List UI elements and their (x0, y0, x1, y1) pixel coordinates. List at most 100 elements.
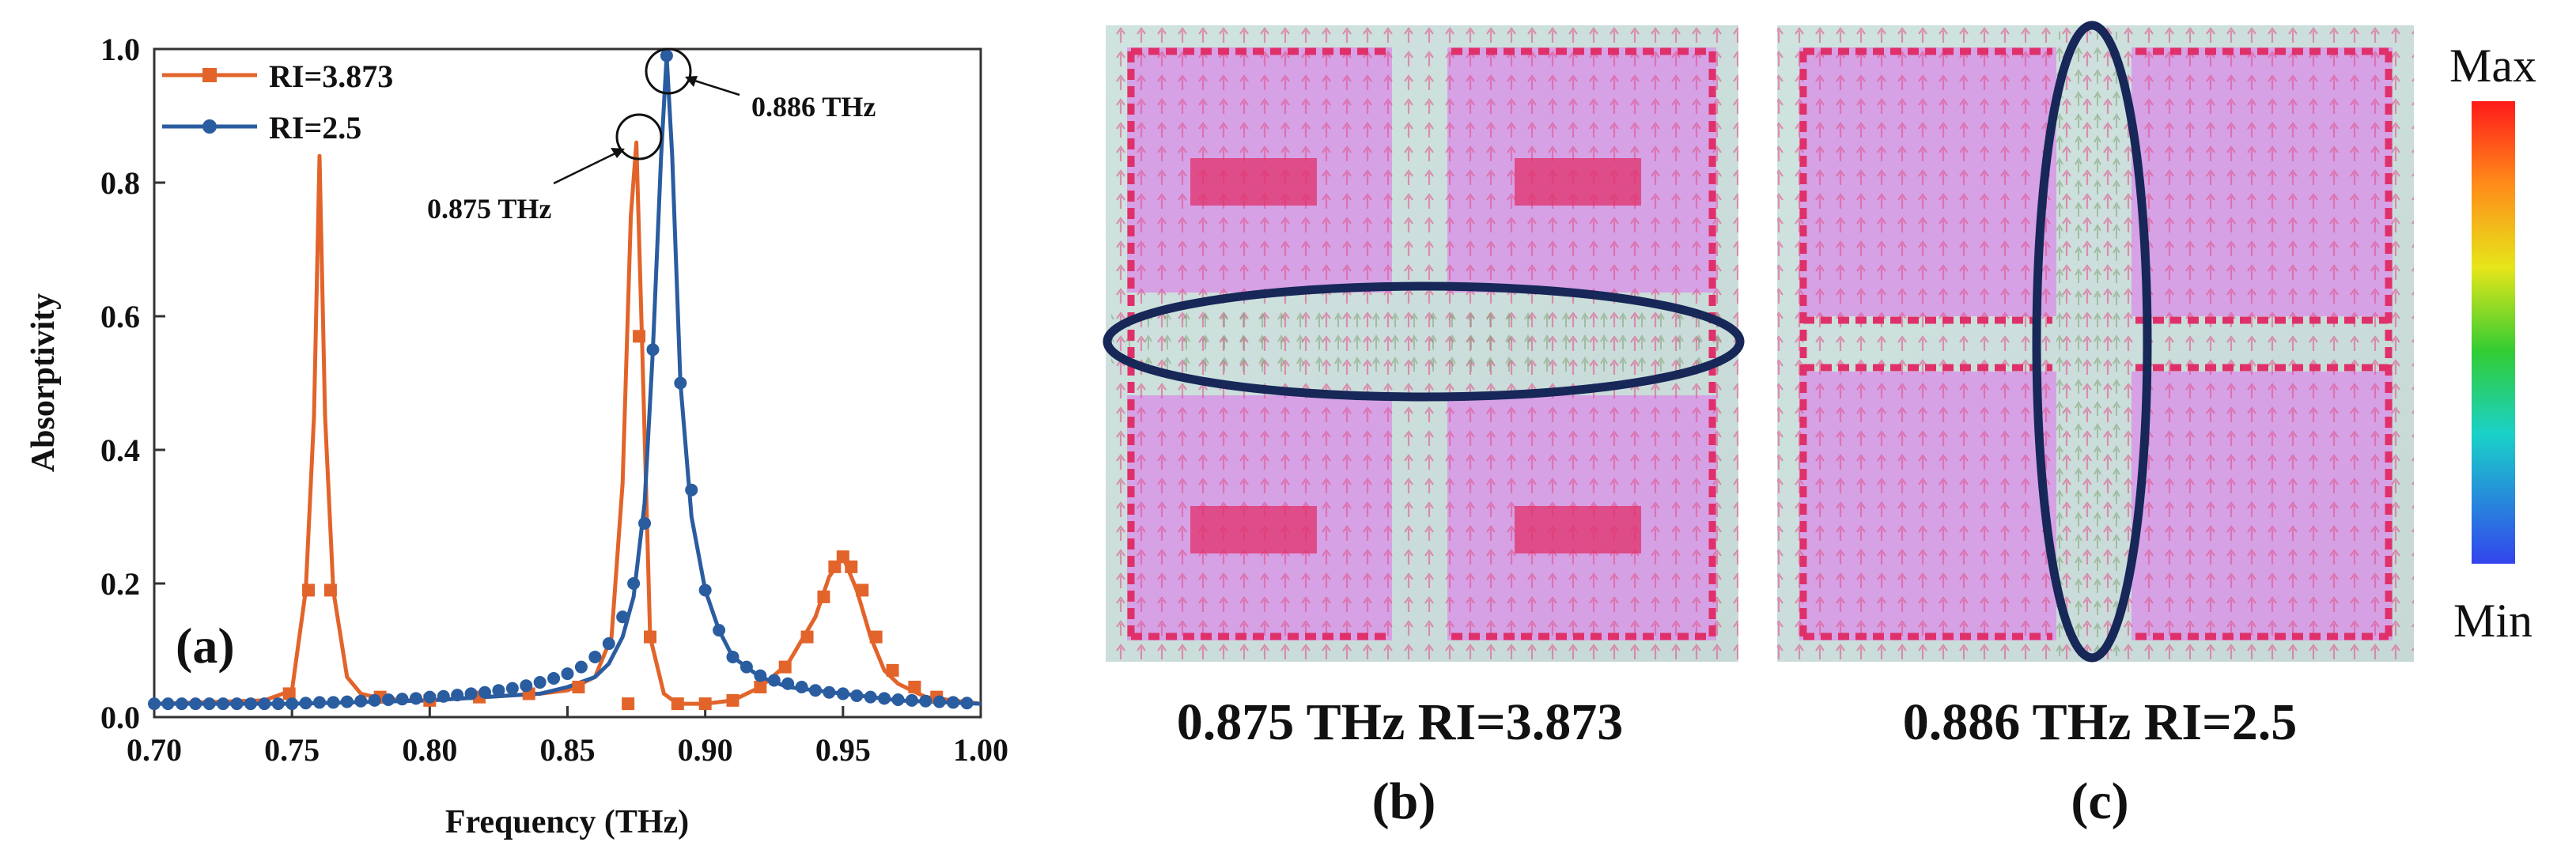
data-point-ri-3873 (671, 697, 684, 711)
data-point-ri-3873 (886, 663, 899, 677)
field-map-c-hot-band (2056, 32, 2132, 656)
data-point-ri-25 (674, 376, 687, 390)
data-point-ri-3873 (302, 583, 316, 597)
data-point-ri-25 (754, 669, 767, 682)
x-tick-label: 1.00 (953, 732, 1008, 768)
data-point-ri-25 (217, 697, 230, 711)
data-point-ri-25 (313, 696, 326, 709)
data-point-ri-3873 (845, 560, 858, 573)
x-tick-label: 0.95 (815, 732, 871, 768)
data-point-ri-25 (437, 689, 450, 703)
x-tick-label: 0.80 (402, 732, 457, 768)
data-point-ri-25 (464, 687, 478, 701)
series-markers (148, 49, 974, 711)
data-point-ri-25 (698, 583, 712, 597)
data-point-ri-25 (382, 693, 395, 707)
data-point-ri-3873 (869, 630, 883, 644)
data-point-ri-3873 (572, 680, 585, 693)
data-point-ri-25 (795, 680, 808, 693)
field-map-b-highlight-ellipse[interactable] (1103, 281, 1745, 402)
plot-frame (153, 47, 982, 719)
annotation-label-0875: 0.875 THz (427, 193, 551, 225)
data-point-ri-25 (823, 685, 836, 699)
legend: RI=3.873 RI=2.5 (162, 59, 393, 145)
data-point-ri-25 (547, 671, 561, 685)
annotation-circle-0886 (645, 47, 692, 95)
annotation-arrowhead-0886 (685, 76, 698, 87)
annotation-arrow-0875 (553, 150, 619, 185)
data-point-ri-3873 (817, 590, 830, 603)
data-point-ri-25 (809, 684, 822, 697)
annotation-0886: 0.886 THz (645, 47, 876, 123)
data-point-ri-25 (781, 677, 795, 690)
y-tick-label: 0.6 (100, 299, 140, 334)
annotation-arrowhead-0875 (611, 148, 625, 158)
data-point-ri-3873 (698, 697, 712, 711)
series-line-1 (154, 54, 981, 706)
data-point-ri-25 (561, 667, 574, 681)
data-point-ri-25 (505, 682, 519, 695)
data-point-ri-25 (646, 343, 660, 357)
colorbar-max-label: Max (2449, 40, 2536, 92)
x-tick-label: 0.70 (127, 732, 182, 768)
data-point-ri-25 (340, 695, 354, 708)
field-map-b-hotspots (1190, 158, 1641, 553)
data-point-ri-25 (602, 637, 615, 651)
data-point-ri-3873 (282, 687, 296, 701)
data-point-ri-25 (202, 697, 216, 711)
data-point-ri-3873 (633, 330, 646, 343)
data-point-ri-25 (960, 697, 974, 710)
data-point-ri-25 (327, 696, 340, 709)
data-point-ri-25 (685, 483, 698, 497)
annotation-arrow-0886 (689, 77, 740, 96)
data-point-ri-3873 (908, 680, 921, 693)
data-point-ri-3873 (754, 680, 767, 693)
data-point-ri-25 (616, 610, 630, 624)
series-line-0 (154, 140, 981, 706)
data-point-ri-3873 (828, 560, 842, 573)
data-point-ri-3873 (323, 583, 337, 597)
data-point-ri-25 (767, 674, 781, 687)
data-point-ri-25 (919, 694, 932, 708)
data-point-ri-25 (271, 697, 285, 711)
data-point-ri-3873 (778, 660, 792, 674)
data-point-ri-25 (479, 685, 491, 699)
field-map-b: 0.875 THz RI=3.873 (b) (1103, 25, 1745, 830)
data-point-ri-25 (409, 692, 422, 705)
data-point-ri-25 (244, 697, 257, 711)
data-point-ri-25 (423, 690, 437, 704)
data-point-ri-25 (947, 696, 960, 709)
data-point-ri-25 (189, 697, 202, 711)
y-axis-label: Absorptivity (25, 293, 62, 472)
data-point-ri-25 (726, 650, 740, 663)
data-point-ri-3873 (836, 550, 849, 564)
y-tick-label: 0.8 (100, 165, 140, 201)
data-point-ri-25 (740, 660, 753, 674)
field-map-c: 0.886 THz RI=2.5 (c) (1777, 21, 2414, 830)
data-point-ri-3873 (622, 697, 635, 711)
data-point-ri-25 (395, 693, 409, 706)
annotation-0875: 0.875 THz (427, 113, 663, 225)
panel-b-caption: 0.875 THz RI=3.873 (1177, 693, 1623, 751)
data-point-ri-25 (148, 697, 161, 711)
data-point-ri-25 (286, 697, 299, 711)
field-map-b-hot-band (1111, 308, 1732, 380)
data-point-ri-25 (660, 49, 673, 62)
field-map-b-edges (1127, 47, 1716, 640)
panel-b-tag: (b) (1372, 772, 1436, 830)
field-map-c-highlight-ellipse[interactable] (2032, 21, 2152, 663)
series-lines (154, 54, 981, 706)
field-map-c-edges (1799, 47, 2393, 640)
legend-label-ri-3873: RI=3.873 (269, 59, 393, 94)
absorptivity-chart: 0.70 0.75 0.80 0.85 0.90 0.95 1.00 0.0 0.2 0.4 0.6… (25, 32, 1008, 840)
data-point-ri-25 (520, 679, 533, 693)
data-point-ri-25 (891, 693, 905, 707)
data-point-ri-25 (368, 693, 381, 707)
data-point-ri-25 (533, 676, 547, 689)
data-point-ri-25 (574, 660, 588, 674)
legend-marker-ri-25 (202, 119, 217, 134)
panel-c-caption: 0.886 THz RI=2.5 (1903, 693, 2297, 751)
panel-c-tag: (c) (2071, 772, 2128, 830)
y-tick-label: 1.0 (100, 32, 140, 67)
